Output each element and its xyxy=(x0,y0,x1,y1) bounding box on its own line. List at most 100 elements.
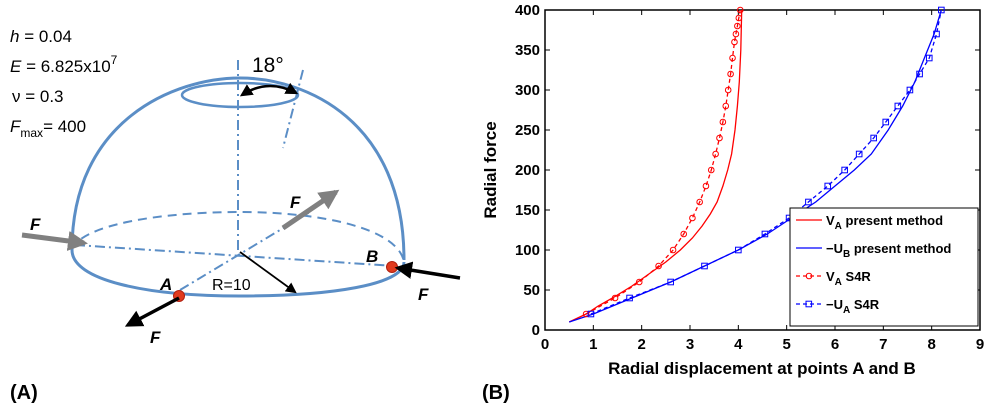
data-point xyxy=(722,102,730,110)
data-point xyxy=(761,230,769,238)
data-point xyxy=(702,182,710,190)
data-point xyxy=(735,246,742,254)
data-point xyxy=(701,262,708,270)
data-point xyxy=(855,150,863,158)
data-point xyxy=(938,6,945,14)
legend-label-3: −UA S4R xyxy=(826,297,880,316)
data-point xyxy=(719,118,727,126)
data-point xyxy=(736,6,744,14)
data-point xyxy=(696,198,703,206)
point-b-marker xyxy=(386,261,398,273)
data-point xyxy=(669,246,677,254)
data-point xyxy=(882,118,890,126)
panel-b-label: (B) xyxy=(482,382,510,404)
param-nu: ν = 0.3 xyxy=(12,87,64,106)
panel-a: h = 0.04 E = 6.825x107 ν = 0.3 Fmax= 400 xyxy=(10,27,461,404)
y-tick-label: 200 xyxy=(515,162,540,179)
data-point xyxy=(724,86,732,94)
tilted-axis xyxy=(282,69,304,149)
radius-label: R=10 xyxy=(212,277,251,294)
param-e: E = 6.825x107 xyxy=(10,53,118,76)
force-arrow-diag xyxy=(281,189,340,231)
data-point xyxy=(916,70,923,78)
data-point xyxy=(582,310,590,318)
data-point xyxy=(824,182,832,190)
legend-marker xyxy=(805,272,813,280)
legend-items: VA present method −UB present method VA S4… xyxy=(796,213,951,316)
data-point xyxy=(735,14,743,22)
series-line-2 xyxy=(585,9,741,315)
angle-label: 18° xyxy=(252,54,284,77)
data-point xyxy=(727,70,734,78)
x-tick-label: 3 xyxy=(686,336,694,353)
y-tick-label: 300 xyxy=(515,82,540,99)
data-point xyxy=(716,134,723,142)
data-point xyxy=(611,294,619,302)
data-point xyxy=(734,22,741,30)
force-label-diag: F xyxy=(290,193,301,212)
y-tick-label: 50 xyxy=(523,282,540,299)
base-ring-back xyxy=(71,210,405,263)
data-point xyxy=(870,134,877,142)
legend-label-2: VA S4R xyxy=(826,269,871,288)
x-tick-label: 6 xyxy=(831,336,839,353)
data-point xyxy=(729,54,736,62)
x-tick-label: 2 xyxy=(637,336,645,353)
y-axis-label: Radial force xyxy=(481,121,500,218)
param-list: h = 0.04 E = 6.825x107 ν = 0.3 Fmax= 400 xyxy=(10,27,118,140)
series-line-3 xyxy=(590,9,942,315)
force-arrow-a xyxy=(124,296,180,327)
dome-outline xyxy=(70,76,406,261)
data-point xyxy=(680,230,688,238)
axis-ticks: 0 1 2 3 4 5 6 7 8 9 0 50 100 150 200 250 300 350 400 xyxy=(515,2,984,353)
x-tick-label: 4 xyxy=(734,336,743,353)
x-tick-label: 8 xyxy=(927,336,935,353)
force-label-left: F xyxy=(30,215,41,234)
legend: VA present method −UB present method VA S4… xyxy=(789,207,979,327)
legend-label-1: −UB present method xyxy=(826,241,951,260)
y-tick-label: 150 xyxy=(515,202,540,219)
data-point xyxy=(689,214,696,222)
x-tick-label: 5 xyxy=(782,336,790,353)
data-point xyxy=(707,166,715,174)
data-point xyxy=(841,166,848,174)
data-point xyxy=(626,294,633,302)
data-point xyxy=(925,54,933,62)
force-label-b: F xyxy=(418,285,429,304)
x-tick-label: 9 xyxy=(976,336,984,353)
y-tick-label: 0 xyxy=(532,322,540,339)
force-arrow-left xyxy=(21,231,88,251)
data-point xyxy=(587,310,595,318)
base-ring-front xyxy=(70,249,406,298)
diameter-ab xyxy=(74,244,396,267)
data-point xyxy=(731,38,738,46)
data-point xyxy=(933,30,940,38)
data-point xyxy=(894,102,902,110)
legend-label-0: VA present method xyxy=(826,213,943,232)
legend-box xyxy=(789,207,979,327)
param-h: h = 0.04 xyxy=(10,27,72,46)
param-fmax: Fmax= 400 xyxy=(10,117,86,140)
radius-arrow xyxy=(239,251,297,294)
point-b-label: B xyxy=(366,247,378,266)
panel-a-label: (A) xyxy=(10,382,38,404)
data-point xyxy=(732,30,740,38)
data-point xyxy=(805,198,812,206)
data-point xyxy=(655,262,662,270)
data-point xyxy=(712,150,719,158)
legend-marker xyxy=(805,300,813,308)
data-point xyxy=(635,278,643,286)
x-axis-label: Radial displacement at points A and B xyxy=(608,359,916,378)
y-tick-label: 250 xyxy=(515,122,540,139)
point-a-label: A xyxy=(159,275,172,294)
force-arrow-b xyxy=(394,261,461,280)
hemisphere-shell xyxy=(70,60,406,298)
angle-arc xyxy=(239,82,299,97)
x-tick-label: 0 xyxy=(541,336,549,353)
y-tick-label: 400 xyxy=(515,2,540,19)
data-point xyxy=(667,278,674,286)
force-label-a: F xyxy=(150,328,161,347)
data-point xyxy=(906,86,914,94)
series-line-0 xyxy=(568,9,743,323)
x-tick-label: 7 xyxy=(879,336,887,353)
